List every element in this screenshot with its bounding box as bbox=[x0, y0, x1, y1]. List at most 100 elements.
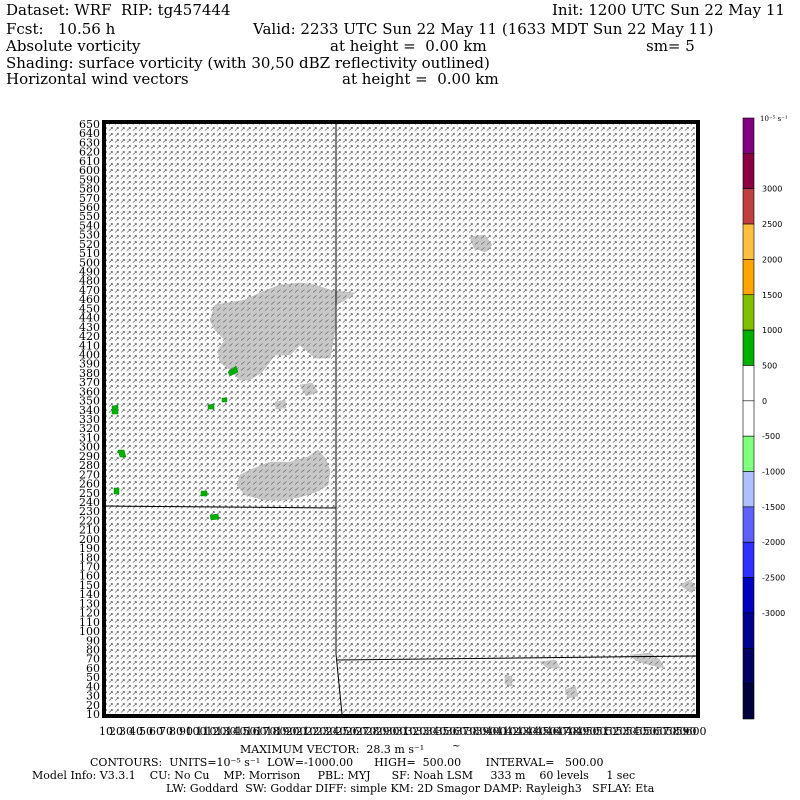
y-tick-label: 80 bbox=[86, 643, 100, 656]
y-tick-label: 400 bbox=[79, 348, 100, 361]
y-tick-label: 300 bbox=[79, 441, 100, 454]
colorbar-segment bbox=[742, 577, 755, 614]
colorbar-segment bbox=[742, 153, 755, 190]
colorbar-segment bbox=[742, 683, 755, 720]
x-tick-label: 30 bbox=[119, 725, 133, 738]
plot-background bbox=[104, 122, 698, 716]
x-tick-label: 530 bbox=[616, 725, 637, 738]
reflectivity-cell-2 bbox=[117, 449, 127, 458]
colorbar-tick-label: -2000 bbox=[762, 538, 785, 547]
y-tick-label: 530 bbox=[79, 229, 100, 242]
y-tick-label: 250 bbox=[79, 487, 100, 500]
x-tick-label: 420 bbox=[506, 725, 527, 738]
border-3 bbox=[335, 655, 697, 661]
x-tick-label: 230 bbox=[316, 725, 337, 738]
y-tick-label: 200 bbox=[79, 533, 100, 546]
x-tick-label: 490 bbox=[576, 725, 597, 738]
y-tick-label: 410 bbox=[79, 339, 100, 352]
colorbar-tick-label: -500 bbox=[762, 432, 780, 441]
x-tick-label: 340 bbox=[426, 725, 447, 738]
x-tick-label: 590 bbox=[676, 725, 697, 738]
model-info-label: Model Info: V3.3.1 CU: No Cu MP: Morriso… bbox=[32, 769, 636, 782]
shading-label: Shading: surface vorticity (with 30,50 d… bbox=[6, 54, 490, 72]
x-tick-label: 170 bbox=[256, 725, 277, 738]
y-tick-label: 320 bbox=[79, 422, 100, 435]
y-tick-label: 600 bbox=[79, 164, 100, 177]
x-tick-label: 390 bbox=[476, 725, 497, 738]
y-tick-label: 260 bbox=[79, 478, 100, 491]
y-tick-label: 490 bbox=[79, 266, 100, 279]
reflectivity-cell-6 bbox=[207, 403, 215, 410]
y-tick-label: 210 bbox=[79, 524, 100, 537]
physics-label: LW: Goddard SW: Goddar DIFF: simple KM: … bbox=[166, 782, 655, 795]
vorticity-region-0 bbox=[209, 282, 356, 381]
x-tick-label: 260 bbox=[346, 725, 367, 738]
colorbar-segment bbox=[742, 188, 755, 225]
x-tick-label: 330 bbox=[416, 725, 437, 738]
reflectivity-cell-0 bbox=[227, 365, 239, 377]
y-tick-label: 620 bbox=[79, 146, 100, 159]
x-tick-label: 520 bbox=[606, 725, 627, 738]
colorbar-segment bbox=[742, 259, 755, 296]
y-tick-label: 340 bbox=[79, 404, 100, 417]
x-tick-label: 480 bbox=[566, 725, 587, 738]
colorbar-segment bbox=[742, 647, 755, 684]
x-tick-label: 20 bbox=[109, 725, 123, 738]
y-tick-label: 370 bbox=[79, 376, 100, 389]
y-tick-label: 480 bbox=[79, 275, 100, 288]
x-tick-label: 160 bbox=[246, 725, 267, 738]
border-2 bbox=[103, 505, 337, 509]
colorbar-tick-label: 1000 bbox=[762, 326, 782, 335]
vorticity-region-1 bbox=[236, 449, 331, 501]
colorbar-tick-label: 2000 bbox=[762, 255, 782, 264]
colorbar-segment bbox=[742, 223, 755, 260]
x-tick-label: 190 bbox=[276, 725, 297, 738]
y-tick-label: 160 bbox=[79, 570, 100, 583]
y-tick-label: 500 bbox=[79, 256, 100, 269]
x-tick-label: 470 bbox=[556, 725, 577, 738]
y-tick-label: 470 bbox=[79, 284, 100, 297]
x-tick-label: 290 bbox=[376, 725, 397, 738]
x-tick-label: 600 bbox=[686, 725, 707, 738]
colorbar-segment bbox=[742, 294, 755, 331]
y-tick-label: 570 bbox=[79, 192, 100, 205]
y-tick-label: 60 bbox=[86, 662, 100, 675]
x-tick-label: 210 bbox=[296, 725, 317, 738]
colorbar-segment bbox=[742, 400, 755, 437]
y-tick-label: 150 bbox=[79, 579, 100, 592]
y-tick-label: 460 bbox=[79, 293, 100, 306]
x-tick-label: 60 bbox=[149, 725, 163, 738]
y-tick-label: 70 bbox=[86, 653, 100, 666]
border-1 bbox=[335, 124, 343, 715]
y-tick-label: 170 bbox=[79, 561, 100, 574]
colorbar-segment bbox=[742, 471, 755, 508]
y-tick-label: 610 bbox=[79, 155, 100, 168]
colorbar-tick-label: -1500 bbox=[762, 503, 785, 512]
dataset-label: Dataset: WRF RIP: tg457444 bbox=[6, 1, 231, 19]
y-tick-label: 330 bbox=[79, 413, 100, 426]
reflectivity-cell-3 bbox=[113, 487, 120, 495]
vorticity-region-8 bbox=[299, 382, 319, 397]
x-tick-label: 280 bbox=[366, 725, 387, 738]
y-tick-label: 110 bbox=[79, 616, 100, 629]
x-tick-label: 310 bbox=[396, 725, 417, 738]
vectors-label: Horizontal wind vectors bbox=[6, 70, 189, 88]
y-tick-label: 560 bbox=[79, 201, 100, 214]
x-tick-label: 110 bbox=[196, 725, 217, 738]
x-tick-label: 580 bbox=[666, 725, 687, 738]
y-tick-label: 180 bbox=[79, 551, 100, 564]
vorticity-region-7 bbox=[564, 685, 579, 699]
x-tick-label: 380 bbox=[466, 725, 487, 738]
y-tick-label: 20 bbox=[86, 699, 100, 712]
x-tick-label: 500 bbox=[586, 725, 607, 738]
colorbar-segment bbox=[742, 435, 755, 472]
y-tick-label: 290 bbox=[79, 450, 100, 463]
forecast-hour-label: Fcst: 10.56 h bbox=[6, 20, 116, 38]
reflectivity-cells bbox=[111, 365, 239, 521]
colorbar-tick-label: 1500 bbox=[762, 291, 782, 300]
colorbar-tick-label: -2500 bbox=[762, 574, 785, 583]
max-vector-label: MAXIMUM VECTOR: 28.3 m s⁻¹ bbox=[240, 743, 425, 756]
y-tick-label: 100 bbox=[79, 625, 100, 638]
x-tick-label: 400 bbox=[486, 725, 507, 738]
x-tick-label: 200 bbox=[286, 725, 307, 738]
